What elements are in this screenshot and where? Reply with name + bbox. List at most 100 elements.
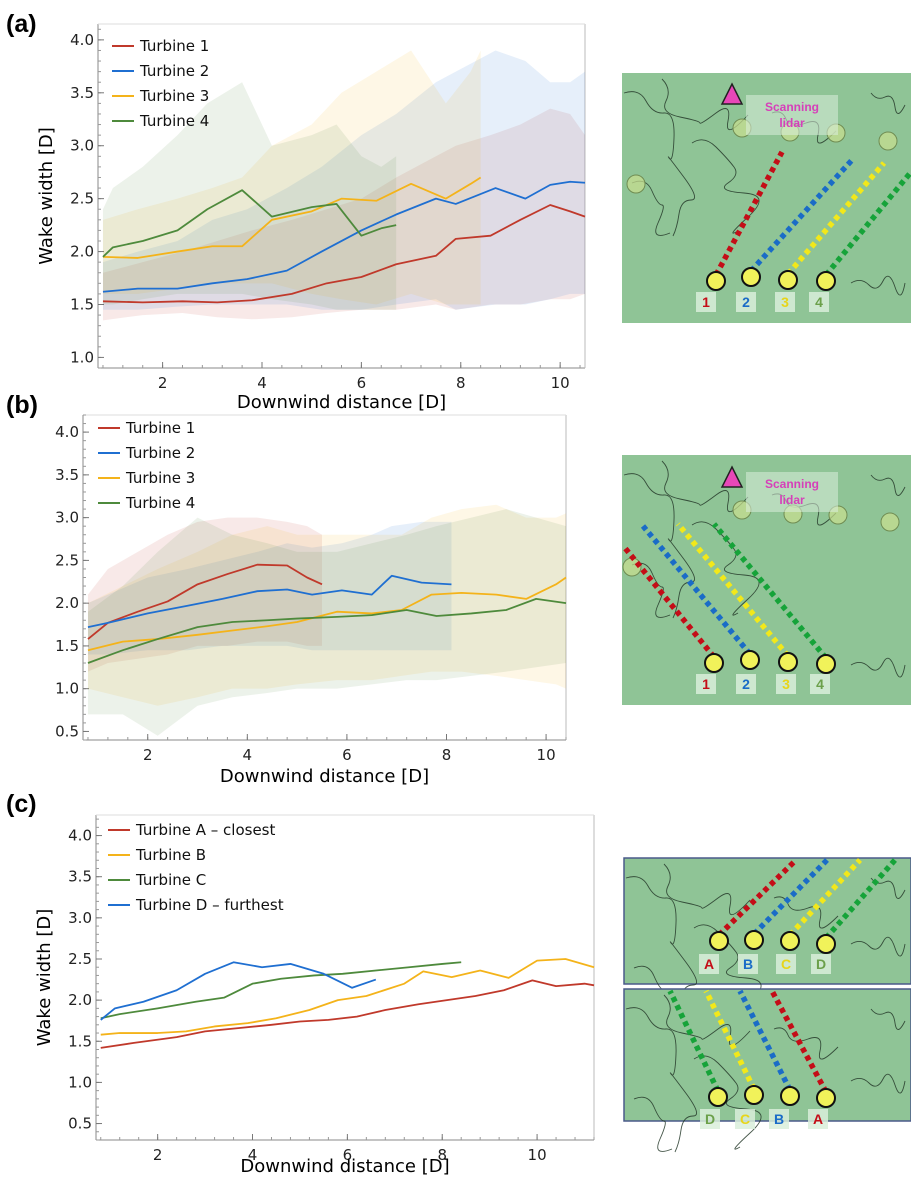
map-panel-b: Scanning lidar 1 2 3 4 <box>622 455 911 705</box>
wake-line-2 <box>640 524 753 656</box>
y-tick-label: 0.5 <box>68 1115 92 1133</box>
y-tick-label: 3.0 <box>68 909 92 927</box>
y-tick-label: 3.5 <box>70 84 94 102</box>
turbine-label-A: A <box>813 1111 823 1127</box>
turbine-label-C-bg <box>776 954 796 974</box>
band-1 <box>102 50 585 310</box>
distant-turbine <box>626 174 646 194</box>
turbine-label-A-bg <box>699 954 719 974</box>
series-line-1 <box>102 180 586 293</box>
y-tick-label: 0.5 <box>55 722 79 740</box>
distant-turbine <box>880 512 900 532</box>
turbine-A <box>816 1088 836 1108</box>
turbine-label-D-bg <box>700 1109 720 1129</box>
turbine-label-2-bg <box>736 674 756 694</box>
contour-line <box>870 1008 906 1030</box>
y-tick-label: 1.5 <box>68 1032 92 1050</box>
y-tick-label: 4.0 <box>68 827 92 845</box>
lidar-label-line1: Scanning <box>765 100 819 114</box>
y-tick-label: 2.0 <box>68 991 92 1009</box>
turbine-1 <box>706 271 726 291</box>
series-line-2 <box>100 961 462 1020</box>
y-tick-label: 2.0 <box>55 594 79 612</box>
wake-line-C <box>703 989 757 1091</box>
legend-entry-2: Turbine 3 <box>125 469 195 487</box>
contour-line <box>625 1007 698 1153</box>
turbine-label-D: D <box>705 1111 715 1127</box>
distant-turbine <box>878 131 898 151</box>
turbine-label-2: 2 <box>742 294 750 310</box>
turbine-D <box>708 1087 728 1107</box>
turbine-3 <box>778 652 798 672</box>
turbine-label-B: B <box>774 1111 784 1127</box>
turbine-2 <box>741 267 761 287</box>
turbine-label-4-bg <box>809 292 829 312</box>
x-tick-label: 10 <box>551 374 570 392</box>
contour-line <box>631 180 671 236</box>
panel-label-a: (a) <box>6 10 37 38</box>
turbine-label-3-bg <box>776 674 796 694</box>
y-tick-label: 2.5 <box>70 190 94 208</box>
legend-entry-1: Turbine 2 <box>139 62 209 80</box>
turbine-B <box>744 930 764 950</box>
y-axis-label: Wake width [D] <box>36 127 57 265</box>
turbine-label-1: 1 <box>702 676 710 692</box>
panel-label-b: (b) <box>6 391 38 419</box>
series-line-0 <box>100 979 595 1049</box>
turbine-label-4: 4 <box>815 294 823 310</box>
x-tick-label: 2 <box>153 1146 163 1164</box>
turbine-2 <box>740 650 760 670</box>
x-tick-label: 10 <box>528 1146 547 1164</box>
series-line-2 <box>102 176 482 259</box>
x-axis-label: Downwind distance [D] <box>220 766 429 787</box>
x-axis-label: Downwind distance [D] <box>240 1156 449 1177</box>
wake-line-B <box>737 989 793 1092</box>
contour-line <box>693 1055 762 1150</box>
contour-line <box>623 91 696 237</box>
turbine-label-4-bg <box>810 674 830 694</box>
lidar-triangle-icon <box>720 82 744 105</box>
turbine-B <box>780 1086 800 1106</box>
panel-label-c: (c) <box>6 790 37 818</box>
y-tick-label: 3.0 <box>55 509 79 527</box>
chart-a: 2 4 6 8 10 1.0 1.5 2.0 2.5 3.0 3.5 4.0 Downwind dist… <box>36 23 586 413</box>
map-background <box>623 988 911 1122</box>
legend-entry-0: Turbine A – closest <box>135 821 275 839</box>
y-tick-label: 1.5 <box>70 295 94 313</box>
y-tick-label: 2.5 <box>55 551 79 569</box>
y-tick-label: 2.5 <box>68 950 92 968</box>
band-3 <box>87 509 567 736</box>
legend-entry-2: Turbine 3 <box>139 87 209 105</box>
band-2 <box>102 50 481 305</box>
x-axis-label: Downwind distance [D] <box>237 392 446 413</box>
contour-line <box>661 78 749 130</box>
contour-line <box>691 521 760 616</box>
x-tick-label: 10 <box>537 746 556 764</box>
lidar-label-bg <box>746 472 838 512</box>
wake-line-4 <box>711 522 829 660</box>
contour-line <box>850 1073 906 1094</box>
map-panel-a: Scanning lidar 1 2 3 4 <box>622 73 911 323</box>
turbine-label-2: 2 <box>742 676 750 692</box>
band-2 <box>87 504 567 706</box>
turbine-label-D: D <box>816 956 826 972</box>
wake-line-3 <box>675 522 791 658</box>
contour-line <box>870 474 906 496</box>
x-tick-label: 4 <box>243 746 253 764</box>
y-tick-label: 3.5 <box>55 466 79 484</box>
x-tick-label: 6 <box>342 746 352 764</box>
lidar-label-line1: Scanning <box>765 477 819 491</box>
x-tick-label: 8 <box>456 374 466 392</box>
y-tick-label: 4.0 <box>55 423 79 441</box>
band-1 <box>87 521 452 655</box>
contour-line <box>850 275 906 296</box>
turbine-D <box>816 934 836 954</box>
series-line-3 <box>100 961 377 1021</box>
turbine-label-A-bg <box>808 1109 828 1129</box>
lidar-label-line2: lidar <box>779 116 805 130</box>
turbine-4 <box>816 271 836 291</box>
contour-line <box>870 92 906 114</box>
map-panel-c-top: A B C D <box>623 857 911 1022</box>
